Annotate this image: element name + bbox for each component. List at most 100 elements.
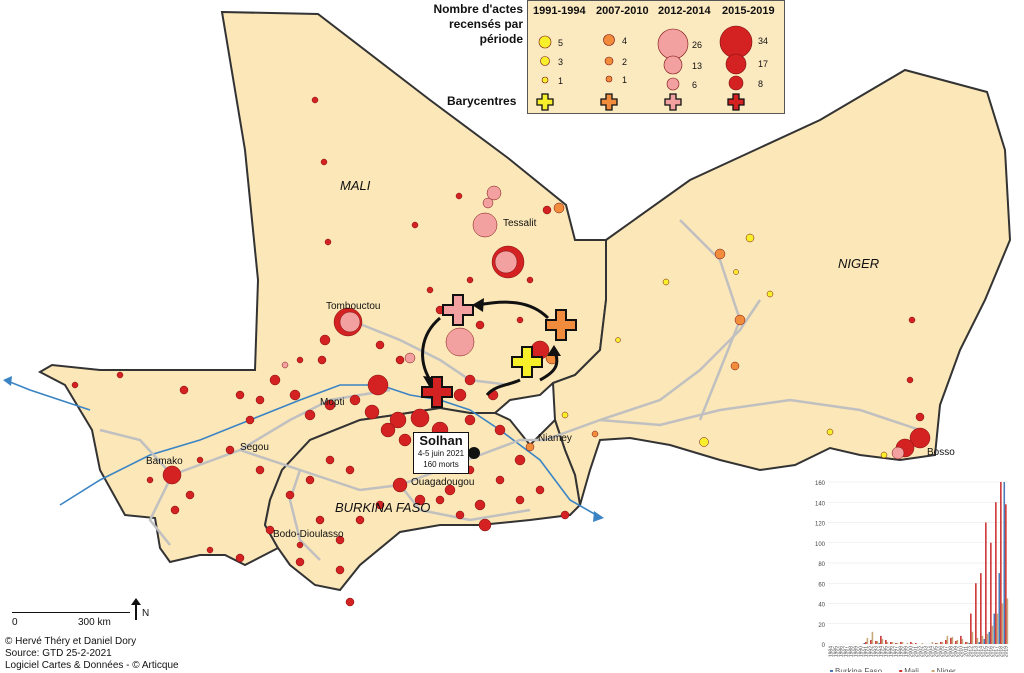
- chart-legend-label: Burkina Faso: [835, 667, 883, 672]
- legend-value: 6: [692, 80, 698, 90]
- chart-y-tick-label: 20: [818, 623, 825, 629]
- chart-bar: [978, 641, 981, 644]
- chart-bar: [960, 635, 962, 644]
- chart-x-tick-label: 1984: [829, 646, 835, 657]
- chart-y-tick-label: 60: [818, 582, 825, 588]
- legend-period-2012: 2012-2014: [658, 5, 711, 17]
- chart-x-tick-label: 2015: [984, 646, 990, 657]
- chart-legend-swatch: [931, 670, 935, 672]
- chart-bar: [996, 613, 999, 644]
- city-label-bosso: Bosso: [927, 447, 955, 458]
- chart-bar: [981, 635, 984, 644]
- chart-bar: [936, 642, 939, 644]
- chart-bar: [880, 635, 882, 644]
- chart-bar: [901, 641, 904, 644]
- chart-bar: [998, 573, 1001, 644]
- chart-x-tick-label: 1993: [874, 646, 880, 657]
- arrowhead: [547, 345, 561, 356]
- chart-bar: [990, 542, 992, 644]
- chart-bar: [921, 642, 924, 644]
- chart-bar: [910, 641, 912, 644]
- chart-x-tick-label: 1996: [889, 646, 895, 657]
- chart-x-tick-label: 2011: [964, 646, 970, 657]
- chart-bar: [881, 638, 884, 644]
- chart-bar: [871, 631, 874, 644]
- chart-x-tick-label: 1999: [904, 646, 910, 657]
- chart-x-tick-label: 2014: [979, 646, 985, 657]
- chart-bar: [878, 642, 881, 644]
- chart-y-tick-label: 120: [815, 522, 826, 528]
- chart-bar: [965, 641, 967, 644]
- chart-x-tick-label: 2002: [919, 646, 925, 657]
- credit-line: Source: GTD 25-2-2021: [5, 648, 112, 659]
- solhan-callout: Solhan 4-5 juin 2021 160 morts: [413, 432, 469, 474]
- solhan-marker: [468, 447, 480, 459]
- legend-period-1991: 1991-1994: [533, 5, 586, 17]
- chart-x-tick-label: 2009: [954, 646, 960, 657]
- chart-y-tick-label: 140: [815, 501, 826, 507]
- barycentre-2007-2010: [545, 309, 577, 341]
- chart-x-tick-label: 1994: [879, 646, 885, 657]
- chart-legend-label: Mali: [904, 667, 919, 672]
- chart-x-tick-label: 1991: [864, 646, 870, 657]
- arrowhead: [472, 298, 484, 312]
- chart-bar: [956, 639, 959, 644]
- chart-bar: [955, 640, 957, 644]
- north-label: N: [142, 608, 150, 619]
- chart-x-tick-label: 2008: [949, 646, 955, 657]
- scale-right-label: 300 km: [78, 617, 111, 628]
- legend-value: 34: [758, 36, 769, 46]
- river-arrow-west: [3, 376, 12, 386]
- chart-legend-label: Niger: [937, 667, 956, 672]
- legend-value: 8: [758, 79, 764, 89]
- legend-box: 1991-1994 2007-2010 2012-2014 2015-2019: [527, 0, 785, 114]
- north-arrow-icon: [131, 598, 141, 620]
- road-network: [99, 219, 921, 561]
- legend-value: 1: [558, 76, 564, 86]
- city-label-ouagadougou: Ouagadougou: [411, 477, 474, 488]
- solhan-deaths: 160 morts: [423, 460, 459, 469]
- city-label-mopti: Mopti: [320, 397, 344, 408]
- city-label-niamey: Niamey: [538, 433, 572, 444]
- credit-line: Logiciel Cartes & Données - © Articque: [5, 660, 179, 671]
- chart-bar: [961, 638, 964, 644]
- chart-bar: [995, 502, 997, 644]
- chart-y-tick-label: 80: [818, 562, 825, 568]
- chart-x-tick-label: 1998: [899, 646, 905, 657]
- chart-x-tick-label: 2007: [944, 646, 950, 657]
- chart-x-tick-label: 2012: [969, 646, 975, 657]
- chart-x-tick-label: 1997: [894, 646, 900, 657]
- barycentre-2012-2014: [442, 294, 474, 326]
- legend-value: 1: [622, 75, 628, 85]
- chart-x-tick-label: 2000: [909, 646, 915, 657]
- niger-territory: [551, 68, 1012, 506]
- chart-bar: [988, 631, 991, 644]
- legend-period-2015: 2015-2019: [722, 5, 775, 17]
- scale-line: [12, 612, 130, 613]
- chart-x-tick-label: 2017: [994, 646, 1000, 657]
- chart-legend-swatch: [899, 670, 903, 672]
- legend-value: 5: [558, 38, 564, 48]
- chart-bar: [866, 637, 869, 644]
- chart-bar: [991, 625, 994, 644]
- niger-river: [59, 384, 599, 517]
- senegal-river: [4, 379, 91, 411]
- chart-bar: [870, 639, 872, 644]
- country-label-mali: MALI: [340, 178, 371, 193]
- chart-x-tick-label: 1985: [834, 646, 840, 657]
- legend-value: 4: [622, 36, 628, 46]
- chart-x-tick-label: 2019: [1004, 646, 1010, 657]
- legend-symbols: [536, 25, 753, 111]
- chart-bar: [863, 642, 866, 644]
- legend-value: 17: [758, 59, 769, 69]
- chart-y-tick-label: 160: [815, 481, 826, 487]
- chart-x-tick-label: 1995: [884, 646, 890, 657]
- chart-bar: [1000, 482, 1002, 644]
- city-label-bodo-dioulasso: Bodo-Dioulasso: [273, 529, 344, 540]
- credits: © Hervé Théry et Daniel Dory Source: GTD…: [5, 636, 179, 672]
- chart-y-tick-label: 0: [822, 643, 826, 649]
- country-label-niger: NIGER: [838, 256, 879, 271]
- chart-bar: [993, 613, 996, 644]
- chart-bar: [895, 642, 897, 644]
